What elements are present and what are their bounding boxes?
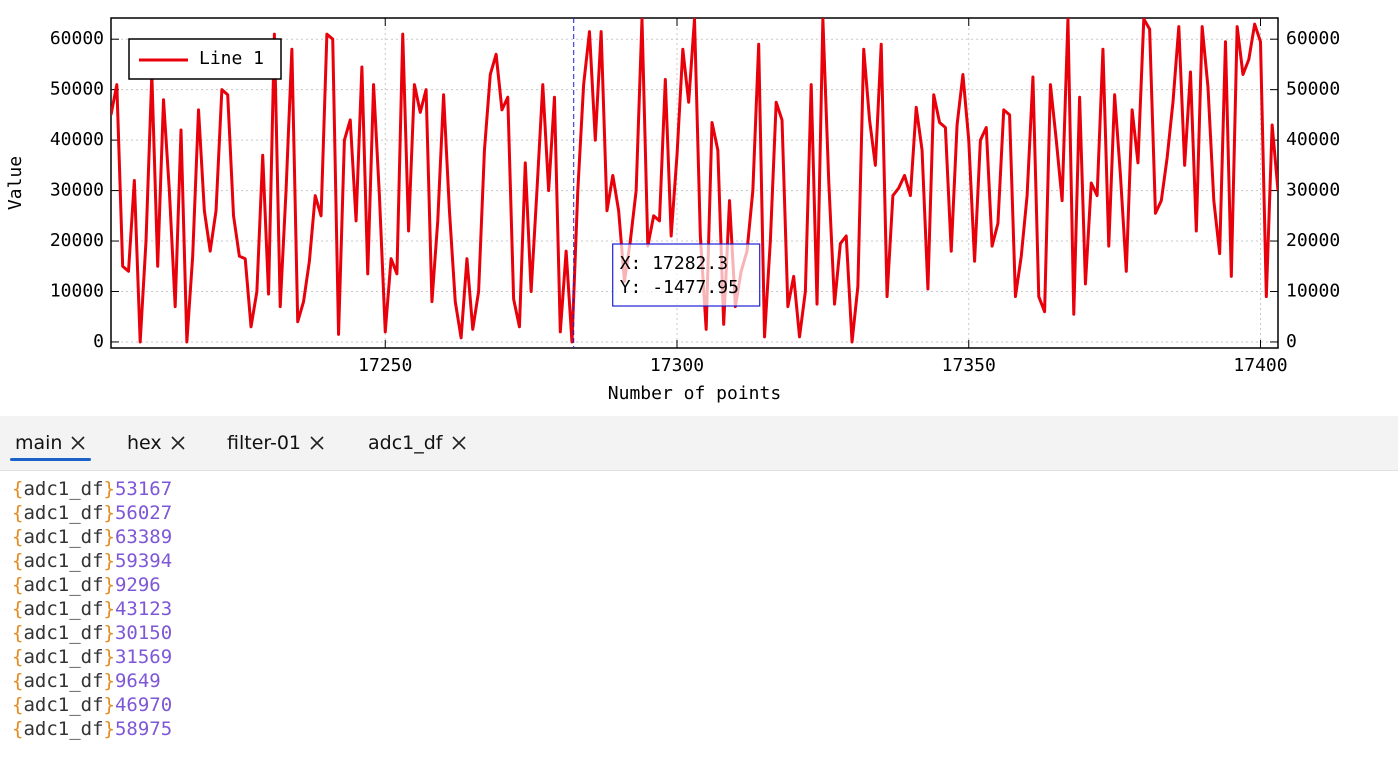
- log-value: 43123: [114, 598, 173, 620]
- bracket: {: [12, 622, 24, 644]
- log-tag: adc1_df: [23, 670, 104, 692]
- log-tag: adc1_df: [23, 502, 104, 524]
- bracket: }: [103, 478, 115, 500]
- log-line: {adc1_df}59394: [12, 549, 172, 573]
- series-line: [111, 18, 1278, 344]
- bracket: }: [103, 694, 115, 716]
- bracket: {: [12, 550, 24, 572]
- cursor-y-label: Y: -1477.95: [620, 277, 739, 298]
- tab-label[interactable]: filter-01: [227, 432, 302, 454]
- log-tag: adc1_df: [23, 694, 104, 716]
- tab-bar: main hex filter-01 adc1_df: [0, 416, 1398, 471]
- y2-tick-label: 50000: [1286, 79, 1340, 100]
- y2-tick-label: 0: [1286, 331, 1297, 352]
- bracket: }: [103, 550, 115, 572]
- log-tag: adc1_df: [23, 646, 104, 668]
- log-line: {adc1_df}9296: [12, 573, 172, 597]
- tab[interactable]: adc1_df: [368, 416, 467, 470]
- tab-label[interactable]: main: [15, 432, 63, 454]
- log-value: 63389: [114, 526, 173, 548]
- bracket: {: [12, 670, 24, 692]
- y-tick-label: 20000: [50, 230, 104, 251]
- log-tag: adc1_df: [23, 718, 104, 740]
- y2-tick-label: 30000: [1286, 180, 1340, 201]
- log-value: 30150: [114, 622, 173, 644]
- y-tick-label: 50000: [50, 79, 104, 100]
- y-tick-label: 10000: [50, 280, 104, 301]
- bracket: {: [12, 646, 24, 668]
- bracket: }: [103, 646, 115, 668]
- log-value: 56027: [114, 502, 173, 524]
- bracket: }: [103, 622, 115, 644]
- x-tick-label: 17350: [942, 355, 996, 376]
- log-value: 9296: [114, 574, 161, 596]
- log-value: 31569: [114, 646, 173, 668]
- tab[interactable]: filter-01: [227, 416, 325, 470]
- bracket: }: [103, 574, 115, 596]
- log-tag: adc1_df: [23, 598, 104, 620]
- bracket: }: [103, 502, 115, 524]
- log-tag: adc1_df: [23, 550, 104, 572]
- close-icon[interactable]: [451, 435, 467, 451]
- x-tick-label: 17300: [650, 355, 704, 376]
- log-value: 59394: [114, 550, 173, 572]
- y2-tick-label: 10000: [1286, 280, 1340, 301]
- log-line: {adc1_df}58975: [12, 717, 172, 741]
- y-tick-label: 60000: [50, 28, 104, 49]
- x-axis-label: Number of points: [608, 383, 781, 404]
- log-value: 9649: [114, 670, 161, 692]
- log-line: {adc1_df}30150: [12, 621, 172, 645]
- tab[interactable]: main: [10, 416, 92, 470]
- cursor-box: [612, 243, 761, 307]
- log-line: {adc1_df}9649: [12, 669, 172, 693]
- y-axis-label: Value: [5, 156, 26, 210]
- y2-tick-label: 40000: [1286, 129, 1340, 150]
- bracket: }: [103, 598, 115, 620]
- bracket: }: [103, 670, 115, 692]
- close-icon[interactable]: [70, 435, 86, 451]
- y2-tick-label: 60000: [1286, 28, 1340, 49]
- log-line: {adc1_df}53167: [12, 477, 172, 501]
- bracket: {: [12, 502, 24, 524]
- y-tick-label: 0: [93, 331, 104, 352]
- legend-label: Line 1: [199, 48, 264, 69]
- tab[interactable]: hex: [127, 416, 186, 470]
- x-tick-label: 17400: [1233, 355, 1287, 376]
- log-line: {adc1_df}31569: [12, 645, 172, 669]
- chart: 0 0 10000 10000 20000 20000 30000 30000 40000 400…: [5, 17, 1340, 404]
- x-tick-label: 17250: [358, 355, 412, 376]
- log-line: {adc1_df}56027: [12, 501, 172, 525]
- log-value: 53167: [114, 478, 173, 500]
- bracket: {: [12, 526, 24, 548]
- tab-label[interactable]: hex: [127, 432, 162, 454]
- log-line: {adc1_df}63389: [12, 525, 172, 549]
- bracket: {: [12, 718, 24, 740]
- log-tag: adc1_df: [23, 622, 104, 644]
- log-value: 46970: [114, 694, 173, 716]
- bracket: {: [12, 598, 24, 620]
- bracket: {: [12, 478, 24, 500]
- log-line: {adc1_df}46970: [12, 693, 172, 717]
- close-icon[interactable]: [309, 435, 325, 451]
- active-underline: [10, 458, 92, 461]
- log-tag: adc1_df: [23, 478, 104, 500]
- close-icon[interactable]: [170, 435, 186, 451]
- tab-label[interactable]: adc1_df: [368, 432, 443, 454]
- log-line: {adc1_df}43123: [12, 597, 172, 621]
- log-tag: adc1_df: [23, 526, 104, 548]
- y2-tick-label: 20000: [1286, 230, 1340, 251]
- y-tick-label: 30000: [50, 180, 104, 201]
- bracket: }: [103, 526, 115, 548]
- bracket: {: [12, 574, 24, 596]
- log-value: 58975: [114, 718, 173, 740]
- bracket: {: [12, 694, 24, 716]
- cursor-x-label: X: 17282.3: [620, 253, 728, 274]
- log-tag: adc1_df: [23, 574, 104, 596]
- bracket: }: [103, 718, 115, 740]
- log: {adc1_df}53167 {adc1_df}56027 {adc1_df}633…: [12, 477, 172, 741]
- y-tick-label: 40000: [50, 129, 104, 150]
